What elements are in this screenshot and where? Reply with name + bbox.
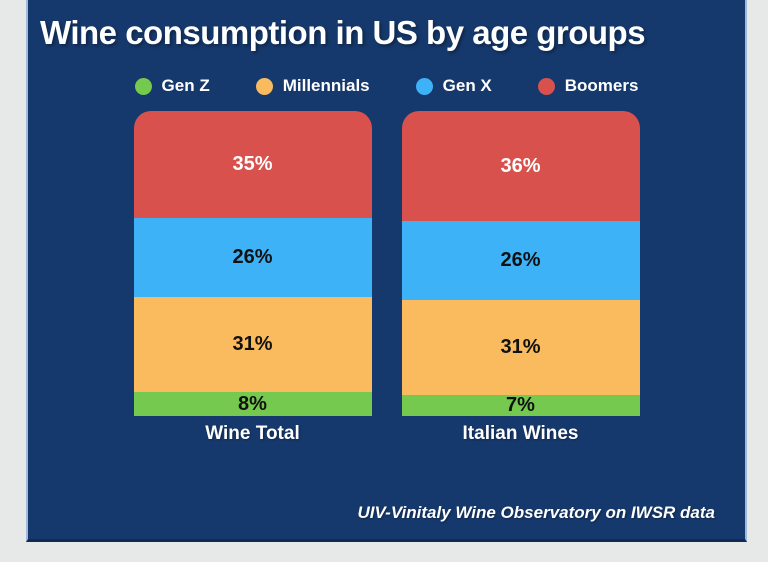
legend-swatch-icon-gen-x [415, 77, 433, 95]
segment-value-label-gen-z: 7% [506, 394, 535, 416]
stacked-bar-chart: 35% 26% 31% 8% Wine Total 36% 26% 31% 7% Italian … [28, 111, 745, 445]
legend-swatch-icon-gen-z [134, 77, 152, 95]
bar-column-wine-total: 35% 26% 31% 8% Wine Total [133, 111, 372, 445]
segment-value-label-gen-z: 8% [238, 392, 267, 415]
bar-segment-gen-x: 26% [133, 217, 372, 298]
bar-segment-millennials: 31% [133, 297, 372, 392]
bar-category-label-italian-wines: Italian Wines [462, 423, 579, 444]
stacked-bar-wine-total: 35% 26% 31% 8% [133, 111, 372, 416]
infographic-panel: Wine consumption in US by age groups Gen… [26, 0, 747, 542]
source-attribution: UIV-Vinitaly Wine Observatory on IWSR da… [357, 503, 715, 522]
segment-value-label-boomers: 35% [232, 153, 273, 176]
stacked-bar-italian-wines: 36% 26% 31% 7% [401, 111, 640, 416]
bar-segment-boomers: 36% [401, 111, 640, 221]
legend-label-gen-x: Gen X [442, 76, 492, 95]
bar-segment-gen-x: 26% [401, 220, 640, 301]
bar-column-italian-wines: 36% 26% 31% 7% Italian Wines [401, 111, 640, 445]
segment-value-label-gen-x: 26% [232, 246, 273, 269]
legend-item-boomers: Boomers [537, 76, 639, 96]
legend-label-millennials: Millennials [282, 76, 370, 95]
bar-category-label-wine-total: Wine Total [205, 423, 300, 444]
bar-segment-gen-z: 8% [133, 391, 372, 416]
legend-item-gen-x: Gen X [415, 76, 492, 96]
bar-segment-boomers: 35% [133, 111, 372, 218]
legend-swatch-icon-boomers [537, 77, 555, 95]
segment-value-label-gen-x: 26% [500, 249, 541, 272]
segment-value-label-boomers: 36% [500, 154, 541, 177]
bar-segment-gen-z: 7% [401, 394, 640, 416]
legend-label-gen-z: Gen Z [161, 76, 210, 95]
legend-item-millennials: Millennials [255, 76, 370, 96]
bar-segment-millennials: 31% [401, 300, 640, 395]
segment-value-label-millennials: 31% [500, 336, 541, 359]
chart-title: Wine consumption in US by age groups [40, 14, 646, 51]
legend-item-gen-z: Gen Z [134, 76, 210, 96]
segment-value-label-millennials: 31% [232, 333, 273, 356]
legend-label-boomers: Boomers [564, 76, 639, 95]
legend-swatch-icon-millennials [255, 77, 273, 95]
chart-legend: Gen Z Millennials Gen X Boomers [28, 76, 745, 96]
